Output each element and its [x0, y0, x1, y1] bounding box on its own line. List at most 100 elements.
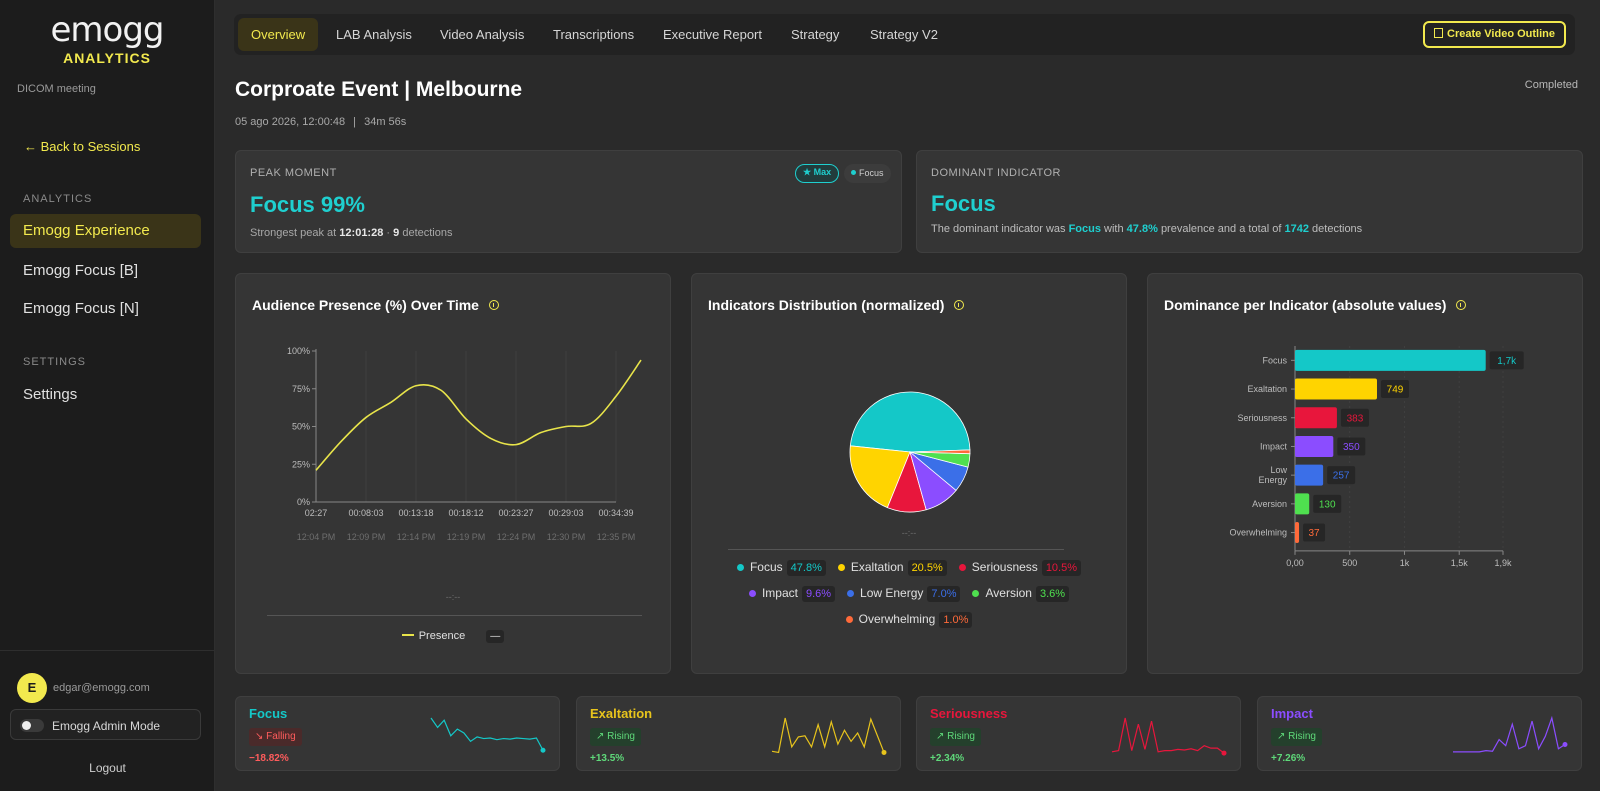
legend-item[interactable]: Low Energy 7.0%	[847, 586, 961, 602]
logout-button[interactable]: Logout	[89, 761, 126, 775]
presence-divider	[267, 615, 642, 616]
trend-badge: ↘ Falling	[249, 728, 302, 746]
sparkline-end-point	[540, 747, 546, 753]
sparkline	[430, 717, 546, 753]
tab-transcriptions[interactable]: Transcriptions	[553, 27, 635, 42]
x-tick-label-secondary: 12:14 PM	[397, 532, 436, 542]
tab-overview[interactable]: Overview	[238, 18, 319, 51]
bar-focus[interactable]	[1295, 349, 1486, 371]
x-tick-label-secondary: 12:09 PM	[347, 532, 386, 542]
dominant-text-4: detections	[1312, 223, 1363, 235]
distribution-chart-title-text: Indicators Distribution (normalized)	[708, 297, 945, 313]
legend-item[interactable]: Aversion 3.6%	[972, 586, 1070, 602]
presence-legend: Presence —	[236, 630, 670, 643]
admin-mode-toggle[interactable]: Emogg Admin Mode	[10, 709, 201, 740]
bar-value-label: 257	[1333, 471, 1350, 482]
trend-badge-label: Rising	[1288, 731, 1316, 742]
x-tick-label-secondary: 12:24 PM	[497, 532, 536, 542]
toggle-switch-icon[interactable]	[20, 719, 44, 732]
x-tick-label-secondary: 12:04 PM	[297, 532, 336, 542]
sparkline-path	[1453, 715, 1566, 753]
dominant-indicator-name: Focus	[1068, 223, 1101, 235]
legend-label: Aversion	[985, 586, 1032, 600]
legend-item[interactable]: Impact 9.6%	[748, 586, 836, 602]
legend-row: Focus 47.8% Exaltation 20.5% Seriousness 10.5…	[692, 560, 1126, 576]
bar-value-label: 350	[1343, 442, 1360, 453]
sidebar-item-emogg-focus-b[interactable]: Emogg Focus [B]	[23, 262, 139, 279]
bar-value-label: 130	[1319, 499, 1336, 510]
create-video-outline-label: Create Video Outline	[1447, 28, 1555, 40]
sidebar: emogg ANALYTICS DICOM meeting ← Back to …	[0, 0, 215, 791]
bar-value-badge	[1313, 494, 1342, 513]
dominant-indicator-card: DOMINANT INDICATOR Focus The dominant in…	[916, 150, 1583, 253]
trend-up-icon: ↗	[1277, 731, 1289, 742]
bar-seriousness[interactable]	[1295, 407, 1337, 429]
bar-low-energy[interactable]	[1295, 464, 1324, 486]
bar-value-label: 37	[1308, 528, 1320, 539]
trend-card-seriousness: Seriousness ↗ Rising +2.34%	[916, 696, 1241, 771]
dot-icon	[845, 616, 853, 623]
dot-icon	[958, 564, 966, 571]
analytics-section-title: ANALYTICS	[23, 193, 93, 205]
presence-line-chart: 0% 25% 50% 75% 100% 02:27 12:04 PM 00:08:03 12:0…	[287, 346, 642, 542]
pie-slice-exaltation[interactable]	[849, 445, 911, 509]
create-video-outline-button[interactable]: Create Video Outline	[1423, 21, 1566, 48]
presence-placeholder: --:--	[445, 592, 461, 602]
tab-video-analysis[interactable]: Video Analysis	[440, 27, 525, 42]
y-category-label: Impact	[1260, 441, 1288, 451]
y-tick-label: 75%	[292, 384, 310, 394]
legend-percent: 1.0%	[939, 612, 973, 628]
y-category-label: Exaltation	[1247, 384, 1287, 394]
sidebar-item-emogg-focus-n[interactable]: Emogg Focus [N]	[23, 300, 139, 317]
peak-value: Focus 99%	[250, 192, 365, 217]
tab-strategy-v2[interactable]: Strategy V2	[870, 27, 938, 42]
bar-impact[interactable]	[1295, 435, 1334, 457]
bar-value-label: 383	[1347, 413, 1364, 424]
legend-item[interactable]: Overwhelming 1.0%	[845, 612, 973, 628]
x-tick-label: 00:13:18	[398, 508, 433, 518]
dominant-text-1: The dominant indicator was	[931, 223, 1066, 235]
legend-percent: 47.8%	[786, 560, 826, 576]
pie-slice-focus[interactable]	[849, 391, 971, 453]
dominance-chart-title: Dominance per Indicator (absolute values…	[1164, 297, 1467, 313]
y-category-label: Low	[1270, 465, 1287, 475]
tab-strategy[interactable]: Strategy	[791, 27, 840, 42]
trend-name: Focus	[249, 706, 288, 721]
session-duration: 34m 56s	[364, 116, 407, 128]
bar-value-badge	[1489, 351, 1524, 370]
legend-item[interactable]: Focus 47.8%	[736, 560, 826, 576]
info-icon[interactable]	[954, 300, 965, 310]
dominant-text-2: with	[1104, 223, 1124, 235]
bar-value-badge	[1380, 380, 1409, 399]
y-tick-label: 25%	[292, 459, 310, 469]
avatar[interactable]: E	[17, 673, 47, 703]
sidebar-item-emogg-experience[interactable]: Emogg Experience	[10, 214, 201, 248]
info-icon[interactable]	[1456, 300, 1467, 310]
sidebar-item-settings[interactable]: Settings	[23, 386, 78, 403]
legend-item[interactable]: Seriousness 10.5%	[958, 560, 1082, 576]
x-tick-label: 1,9k	[1494, 558, 1512, 568]
x-tick-label: 00:08:03	[348, 508, 383, 518]
y-tick-label: 100%	[287, 346, 310, 356]
dominant-total: 1742	[1284, 223, 1309, 235]
legend-percent: 9.6%	[801, 586, 836, 602]
tab-executive-report[interactable]: Executive Report	[663, 27, 762, 42]
pie-slice-overwhelming[interactable]	[909, 449, 971, 455]
info-icon[interactable]	[488, 300, 499, 310]
trend-badge: ↗ Rising	[590, 728, 641, 746]
distribution-placeholder: --:--	[901, 528, 917, 538]
bar-exaltation[interactable]	[1295, 378, 1377, 400]
distribution-divider	[728, 549, 1064, 550]
dot-icon	[851, 170, 856, 175]
legend-label: Exaltation	[850, 560, 904, 574]
bar-value-label: 749	[1387, 385, 1404, 396]
bar-aversion[interactable]	[1295, 493, 1310, 515]
y-category-label: Focus	[1262, 355, 1287, 365]
legend-item[interactable]: Exaltation 20.5%	[837, 560, 947, 576]
bar-overwhelming[interactable]	[1295, 522, 1300, 544]
legend-percent: 10.5%	[1041, 560, 1082, 576]
back-to-sessions-link[interactable]: ← Back to Sessions	[24, 139, 141, 154]
tab-lab-analysis[interactable]: LAB Analysis	[336, 27, 412, 42]
x-tick-label-secondary: 12:19 PM	[447, 532, 486, 542]
